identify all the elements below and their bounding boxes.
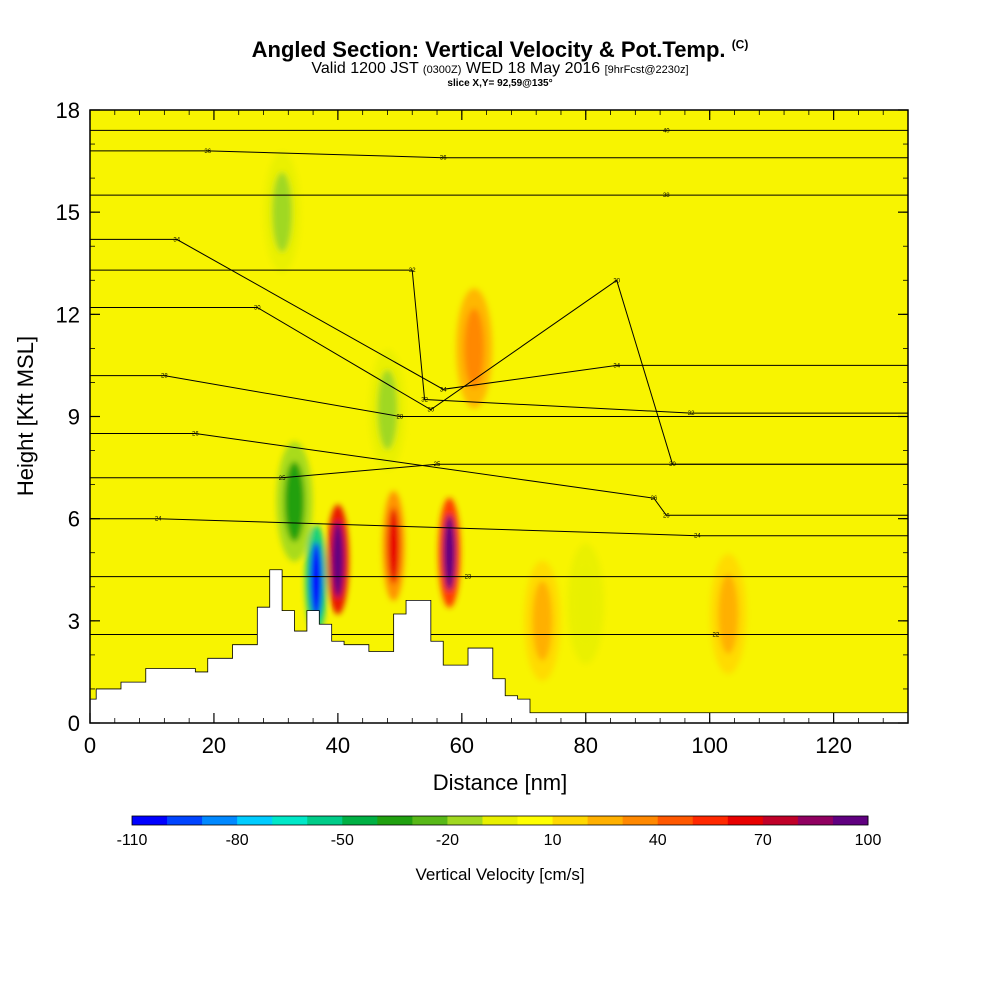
contour-label: 36	[440, 156, 447, 162]
colorbar-swatch	[272, 816, 308, 825]
colorbar-swatch	[762, 816, 799, 825]
theta-contour	[90, 433, 908, 516]
velocity-core	[718, 574, 739, 655]
contour-label: 25	[434, 462, 441, 468]
contour-label: 34	[173, 237, 180, 243]
chart-subtitle: Valid 1200 JST (0300Z) WED 18 May 2016 […	[311, 60, 689, 77]
colorbar-swatch	[657, 816, 694, 825]
colorbar-swatch	[517, 816, 554, 825]
contour-label: 38	[663, 193, 670, 199]
colorbar-swatch	[832, 816, 869, 825]
theta-contour	[90, 150, 908, 159]
velocity-core	[377, 369, 398, 450]
y-tick-label: 9	[68, 405, 80, 430]
colorbar-swatch	[552, 816, 589, 825]
colorbar-swatch	[377, 816, 413, 825]
colorbar-swatch	[447, 816, 483, 825]
velocity-core	[443, 514, 456, 591]
velocity-core	[532, 580, 553, 661]
colorbar-swatch	[692, 816, 729, 825]
contour-label: 30	[427, 408, 434, 414]
contour-label: 32	[409, 268, 416, 274]
contour-label: 22	[713, 632, 720, 638]
colorbar-tick-label: -20	[436, 832, 459, 849]
contour-label: 24	[155, 517, 162, 523]
contour-label: 28	[161, 374, 168, 380]
colorbar-tick-label: -110	[117, 832, 148, 849]
colorbar-swatch	[412, 816, 448, 825]
contour-label: 34	[613, 363, 620, 369]
terrain-mask	[90, 569, 908, 723]
y-tick-label: 0	[68, 711, 80, 736]
colorbar-frame	[131, 815, 869, 826]
colorbar-tick-label: 40	[649, 832, 667, 849]
contour-label: 26	[651, 496, 658, 502]
contour-label: 30	[669, 462, 676, 468]
y-tick-label: 12	[56, 302, 80, 327]
theta-contour	[90, 279, 908, 465]
contour-label: 26	[663, 513, 670, 519]
velocity-core	[284, 461, 305, 542]
velocity-core	[272, 172, 293, 253]
chart-slice-info: slice X,Y= 92,59@135°	[447, 78, 553, 89]
y-tick-label: 6	[68, 507, 80, 532]
x-tick-label: 0	[84, 733, 96, 758]
colorbar-label: Vertical Velocity [cm/s]	[415, 865, 584, 884]
colorbar-tick-label: -80	[226, 832, 249, 849]
colorbar-swatch	[342, 816, 378, 825]
contour-label: 26	[192, 432, 199, 438]
contour-label: 23	[465, 575, 472, 581]
velocity-core	[331, 521, 344, 598]
y-tick-label: 3	[68, 609, 80, 634]
colorbar-tick-label: -50	[331, 832, 354, 849]
y-tick-label: 15	[56, 200, 80, 225]
y-tick-label: 18	[56, 98, 80, 123]
x-tick-label: 80	[574, 733, 598, 758]
x-axis-label: Distance [nm]	[433, 770, 568, 795]
colorbar-tick-label: 100	[855, 832, 882, 849]
contour-label: 34	[440, 387, 447, 393]
colorbar-swatch	[307, 816, 343, 825]
velocity-core	[387, 507, 400, 584]
colorbar-swatch	[482, 816, 519, 825]
theta-contour	[90, 518, 908, 537]
theta-contour	[90, 375, 908, 417]
velocity-core	[575, 563, 596, 644]
colorbar-swatch	[237, 816, 273, 825]
colorbar-swatch	[797, 816, 834, 825]
colorbar-swatch	[167, 816, 203, 825]
x-tick-label: 40	[326, 733, 350, 758]
contour-label: 32	[421, 397, 428, 403]
velocity-core	[464, 308, 485, 389]
theta-contour	[90, 269, 908, 414]
y-axis-label: Height [Kft MSL]	[13, 336, 38, 496]
theta-contour	[90, 238, 908, 390]
colorbar-tick-label: 10	[544, 832, 562, 849]
colorbar: -110 -80 -50 -20 10 40 70 100	[117, 815, 882, 849]
colorbar-tick-label: 70	[754, 832, 772, 849]
plot-area: 36 36 40 38 34 32 30 30 28 34 34 32 30 28 32 26 30 25 25 26…	[90, 110, 908, 723]
x-tick-label: 100	[691, 733, 728, 758]
x-tick-label: 120	[815, 733, 852, 758]
contour-label: 25	[279, 476, 286, 482]
x-tick-label: 60	[450, 733, 474, 758]
colorbar-swatch	[727, 816, 764, 825]
contour-label: 32	[688, 411, 695, 417]
x-tick-label: 20	[202, 733, 226, 758]
colorbar-swatch	[622, 816, 659, 825]
colorbar-swatch	[132, 816, 168, 825]
velocity-core	[310, 541, 323, 618]
contour-label: 24	[694, 534, 701, 540]
contour-label: 40	[663, 128, 670, 134]
colorbar-swatch	[202, 816, 238, 825]
contour-label: 30	[613, 278, 620, 284]
contour-label: 30	[254, 306, 261, 312]
contour-label: 36	[204, 149, 211, 155]
colorbar-swatch	[587, 816, 624, 825]
chart-title: Angled Section: Vertical Velocity & Pot.…	[251, 37, 749, 62]
contour-label: 28	[397, 415, 404, 421]
